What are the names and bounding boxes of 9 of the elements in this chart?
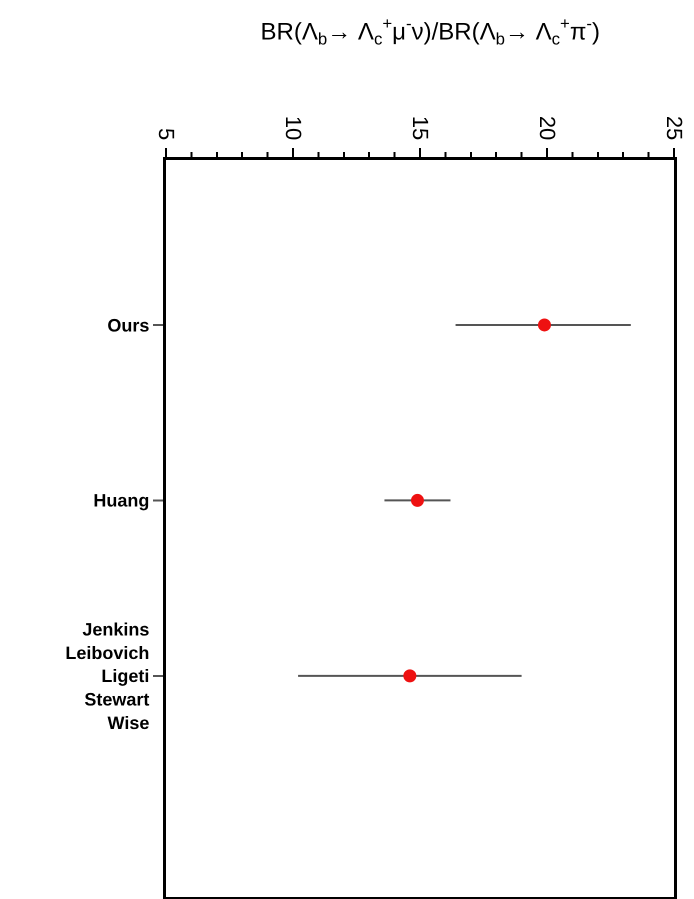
x-tick-label: 20 xyxy=(534,116,560,140)
x-tick-label: 10 xyxy=(280,116,306,140)
x-tick-label: 15 xyxy=(408,116,433,140)
y-tick-label: Huang xyxy=(93,490,150,511)
chart-title: BR(Λ$_{b}$→ Λ$_{c}$$^{+}$μ$^{-}$ν)/BR(Λ$_{b}$→ Λ$_{c}$$^{+}$π$^{-}$) xyxy=(260,14,600,48)
x-tick-label: 5 xyxy=(154,128,179,140)
y-tick-label: Ours xyxy=(107,315,150,336)
x-tick-label: 25 xyxy=(662,116,687,140)
y-tick-label: Jenkins Leibovich Ligeti Stewart Wise xyxy=(65,619,150,733)
